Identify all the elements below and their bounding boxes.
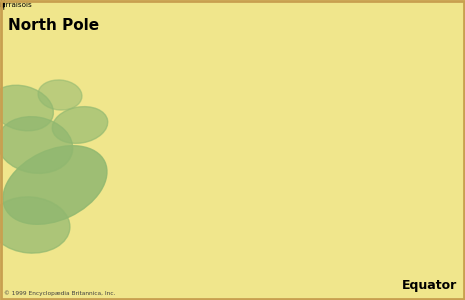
Ellipse shape (52, 106, 108, 143)
Text: North Pole: North Pole (8, 18, 99, 33)
Text: carbonates prominent: carbonates prominent (0, 0, 5, 8)
Ellipse shape (0, 117, 73, 173)
Ellipse shape (3, 146, 107, 224)
Text: increase in organic matter: increase in organic matter (0, 0, 5, 8)
Text: © 1999 Encyclopædia Britannica, Inc.: © 1999 Encyclopædia Britannica, Inc. (4, 290, 115, 296)
Text: Equator: Equator (402, 279, 457, 292)
Text: decrease in organic matter: decrease in organic matter (0, 0, 5, 8)
Text: appearance of carbonate (lime): appearance of carbonate (lime) (0, 0, 5, 8)
Text: salt accumulation: salt accumulation (0, 0, 5, 8)
Text: less leaching: less leaching (0, 0, 5, 8)
Text: frozen soil: frozen soil (0, 0, 5, 8)
Text: Oxisols; Ferralsols: Oxisols; Ferralsols (0, 0, 32, 8)
Text: iron oxide accumulation: iron oxide accumulation (0, 0, 5, 8)
Ellipse shape (0, 197, 70, 253)
Ellipse shape (38, 80, 82, 110)
Text: increase in organic matter: increase in organic matter (0, 0, 5, 8)
Text: iron nodule formation: iron nodule formation (0, 0, 17, 8)
Ellipse shape (0, 85, 53, 131)
Text: intense leaching
and illuviation: intense leaching and illuviation (0, 0, 5, 11)
